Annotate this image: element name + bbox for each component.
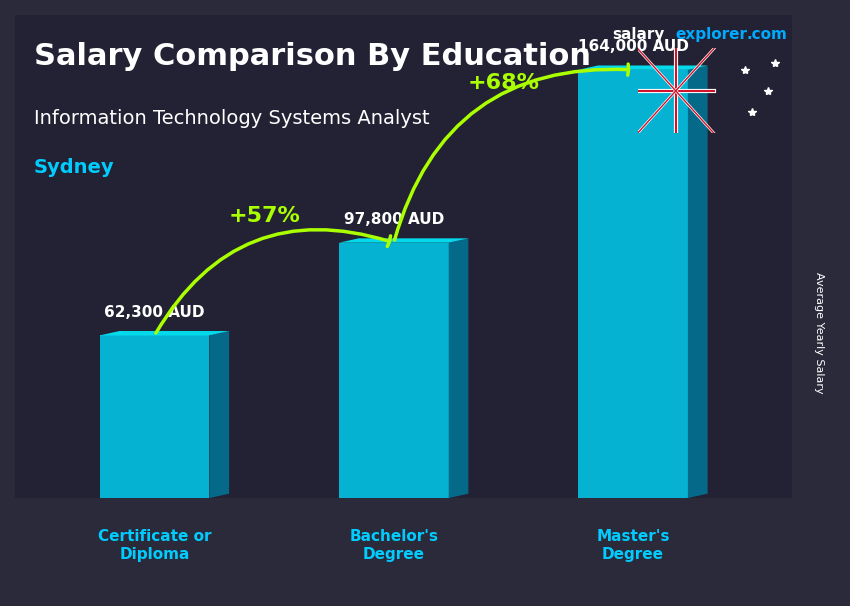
Text: .com: .com [746,27,787,42]
Text: Bachelor's
Degree: Bachelor's Degree [349,530,439,562]
Polygon shape [99,331,230,335]
Text: 62,300 AUD: 62,300 AUD [105,305,205,320]
Polygon shape [578,65,707,70]
Text: explorer: explorer [676,27,748,42]
Text: Certificate or
Diploma: Certificate or Diploma [98,530,212,562]
Text: 164,000 AUD: 164,000 AUD [578,39,688,54]
Bar [339,242,449,498]
Text: 97,800 AUD: 97,800 AUD [343,212,444,227]
Text: Average Yearly Salary: Average Yearly Salary [814,273,824,394]
Text: Sydney: Sydney [34,158,115,176]
Text: +68%: +68% [468,73,540,93]
Text: Salary Comparison By Education: Salary Comparison By Education [34,42,591,72]
Bar [99,335,209,498]
Text: +57%: +57% [229,206,300,226]
Text: Master's
Degree: Master's Degree [596,530,670,562]
Polygon shape [688,65,707,498]
Polygon shape [209,331,230,498]
Text: Information Technology Systems Analyst: Information Technology Systems Analyst [34,109,429,128]
Polygon shape [339,238,468,242]
Bar [578,70,688,498]
Polygon shape [449,238,468,498]
Text: salary: salary [612,27,665,42]
